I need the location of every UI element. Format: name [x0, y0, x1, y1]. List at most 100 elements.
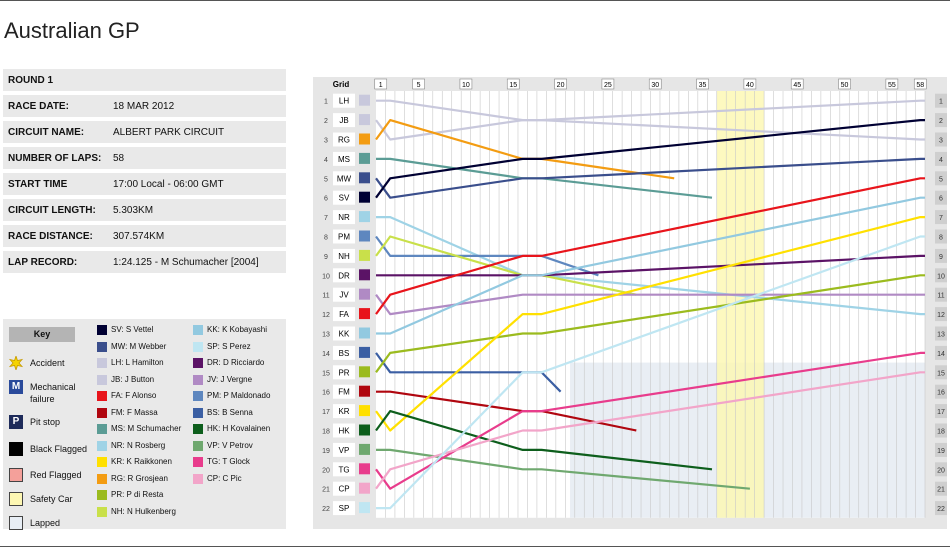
driver-grid-box — [333, 384, 355, 399]
position-number-left: 15 — [322, 370, 330, 377]
lap-tick-label: 30 — [651, 82, 659, 89]
legend-label: CP: C Pic — [207, 473, 242, 483]
driver-grid-box — [333, 501, 355, 516]
driver-grid-box — [333, 423, 355, 438]
driver-trace-hk — [375, 410, 713, 471]
position-number-left: 9 — [324, 254, 328, 261]
driver-grid-label: HK — [338, 427, 350, 436]
safety-car-icon — [9, 492, 23, 506]
lap-tick-label: 58 — [916, 82, 924, 89]
position-number-left: 2 — [324, 118, 328, 125]
position-number-right: 16 — [937, 390, 945, 397]
driver-color-swatch — [359, 288, 370, 300]
position-cell-right — [935, 462, 947, 477]
position-number-right: 17 — [937, 409, 945, 416]
driver-grid-box — [333, 210, 355, 225]
driver-color-swatch — [359, 424, 370, 436]
driver-grid-label: FA — [339, 310, 349, 319]
position-number-left: 11 — [322, 293, 329, 300]
info-label: RACE DISTANCE: — [8, 231, 93, 242]
position-number-left: 8 — [324, 235, 328, 242]
info-label: ROUND 1 — [8, 75, 54, 86]
info-row-laps: NUMBER OF LAPS: 58 — [3, 147, 286, 169]
key-label: Lapped — [30, 518, 61, 528]
driver-color-swatch — [359, 327, 370, 339]
key-red-flag: Red Flagged — [3, 467, 93, 483]
lap-tick-label: 40 — [746, 82, 754, 89]
lap-tick-label: 5 — [417, 82, 421, 89]
position-cell-right — [935, 171, 947, 186]
legend-label: DR: D Ricciardo — [207, 358, 265, 368]
legend-item-lh: LH: L Hamilton — [97, 358, 164, 368]
lap-chart: Grid 1 5 10 15 20 25 30 35 40 45 50 55 581 12 23 34 45 56 6… — [313, 77, 947, 529]
legend-swatch — [97, 490, 107, 500]
position-number-left: 20 — [322, 467, 330, 474]
legend-label: MS: M Schumacher — [111, 424, 182, 434]
position-number-right: 18 — [937, 429, 945, 436]
position-number-right: 2 — [939, 118, 943, 125]
legend-swatch — [97, 473, 107, 484]
driver-grid-label: SV — [339, 194, 350, 203]
position-cell-right — [935, 307, 947, 322]
driver-grid-box — [333, 345, 355, 360]
driver-color-swatch — [359, 211, 370, 223]
legend-label: KK: K Kobayashi — [207, 325, 268, 335]
info-label: LAP RECORD: — [8, 257, 78, 268]
driver-grid-label: FM — [338, 388, 350, 397]
position-number-right: 19 — [937, 448, 945, 455]
info-label: START TIME — [8, 179, 68, 190]
driver-color-swatch — [359, 114, 370, 126]
key-mechanical: M Mechanical failure — [3, 379, 93, 405]
driver-color-swatch — [359, 172, 370, 184]
pit-stop-icon: P — [9, 415, 23, 429]
driver-trace-kk — [376, 196, 925, 335]
legend-label: HK: H Kovalainen — [207, 424, 271, 434]
legend-item-pr: PR: P di Resta — [97, 490, 163, 500]
info-value: 18 MAR 2012 — [113, 101, 175, 112]
position-number-left: 10 — [322, 273, 330, 280]
info-value: ALBERT PARK CIRCUIT — [113, 127, 225, 138]
info-label: CIRCUIT NAME: — [8, 127, 85, 138]
info-row-circuit-length: CIRCUIT LENGTH: 5.303KM — [3, 199, 286, 221]
legend-item-fm: FM: F Massa — [97, 407, 158, 418]
legend-swatch — [193, 391, 203, 401]
position-number-left: 4 — [324, 157, 328, 164]
position-number-right: 14 — [937, 351, 945, 358]
info-row-race-date: RACE DATE: 18 MAR 2012 — [3, 95, 286, 117]
position-number-left: 5 — [324, 176, 328, 183]
position-cell-right — [935, 423, 947, 438]
driver-grid-label: BS — [339, 349, 350, 358]
position-number-right: 1 — [939, 99, 943, 106]
legend-item-rg: RG: R Grosjean — [97, 473, 168, 484]
legend-item-mw: MW: M Webber — [97, 341, 167, 352]
accident-icon — [9, 356, 23, 370]
driver-grid-label: VP — [339, 446, 350, 455]
lapped-icon — [9, 516, 23, 530]
legend-item-hk: HK: H Kovalainen — [193, 424, 270, 434]
driver-grid-label: NH — [338, 252, 350, 261]
driver-grid-box — [333, 287, 355, 302]
driver-grid-box — [333, 93, 355, 108]
position-number-right: 3 — [939, 138, 943, 145]
driver-trace-sp — [376, 235, 925, 510]
lap-tick-box — [374, 78, 388, 90]
legend-item-ms: MS: M Schumacher — [97, 424, 181, 434]
lap-tick-label: 1 — [379, 82, 383, 89]
position-number-left: 13 — [322, 332, 330, 339]
key-label: Red Flagged — [30, 470, 82, 480]
position-number-right: 9 — [939, 254, 943, 261]
lap-tick-box — [913, 78, 927, 90]
position-number-left: 7 — [324, 215, 328, 222]
legend-item-cp: CP: C Pic — [193, 473, 242, 484]
legend-item-pm: PM: P Maldonado — [193, 391, 270, 401]
lap-tick-box — [838, 78, 851, 90]
driver-color-swatch — [359, 366, 370, 378]
position-number-left: 14 — [322, 351, 330, 358]
position-cell-right — [935, 481, 947, 496]
position-number-left: 1 — [324, 99, 328, 106]
legend-item-nh: NH: N Hulkenberg — [97, 506, 176, 517]
legend-swatch — [97, 457, 107, 467]
driver-color-swatch — [359, 346, 370, 358]
legend-label: MW: M Webber — [111, 341, 167, 351]
driver-grid-box — [333, 113, 355, 128]
